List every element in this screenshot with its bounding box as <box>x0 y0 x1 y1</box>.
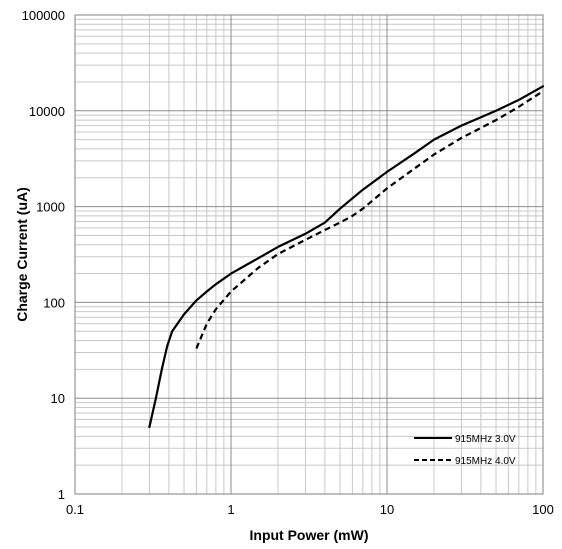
x-tick-label: 10 <box>380 502 394 517</box>
legend-label-915mhz-4v: 915MHz 4.0V <box>455 456 516 467</box>
x-tick-label: 0.1 <box>66 502 84 517</box>
y-tick-label: 1 <box>58 487 65 502</box>
series-line-0 <box>148 85 545 429</box>
minor-gridlines <box>75 15 543 494</box>
y-tick-label: 100 <box>43 295 65 310</box>
major-gridlines <box>75 15 543 494</box>
series-layer <box>148 85 545 429</box>
series-line-1 <box>195 90 544 349</box>
x-axis-title: Input Power (mW) <box>250 527 369 543</box>
x-tick-label: 100 <box>532 502 554 517</box>
legend-label-915mhz-3v: 915MHz 3.0V <box>455 434 516 445</box>
x-tick-label: 1 <box>227 502 234 517</box>
y-tick-label: 100000 <box>22 8 65 23</box>
y-tick-labels: 1 10 100 1000 10000 100000 <box>22 8 65 502</box>
y-axis-title: Charge Current (uA) <box>14 187 30 322</box>
y-tick-label: 1000 <box>36 200 65 215</box>
y-tick-label: 10000 <box>29 104 65 119</box>
x-tick-labels: 0.1 1 10 100 <box>66 502 554 517</box>
legend: 915MHz 3.0V 915MHz 4.0V <box>414 434 516 467</box>
y-tick-label: 10 <box>51 391 65 406</box>
plot-area-frame <box>74 14 544 495</box>
